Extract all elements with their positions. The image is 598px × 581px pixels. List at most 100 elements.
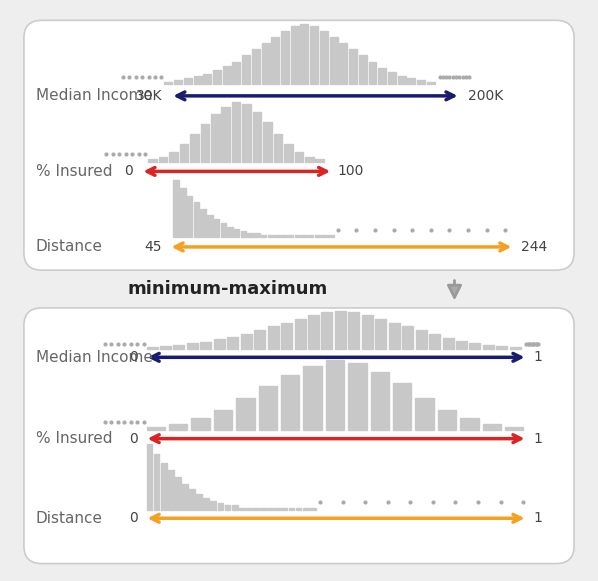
Bar	[190, 134, 199, 162]
Bar	[416, 398, 434, 430]
FancyBboxPatch shape	[24, 20, 574, 270]
Bar	[469, 343, 480, 349]
Text: 30K: 30K	[136, 89, 163, 103]
Bar	[221, 223, 226, 237]
Text: 0: 0	[124, 164, 133, 178]
Bar	[438, 410, 456, 430]
Bar	[263, 121, 272, 162]
Bar	[274, 134, 282, 162]
Bar	[271, 37, 279, 84]
Bar	[417, 80, 425, 84]
Bar	[460, 418, 478, 430]
Text: 45: 45	[144, 240, 161, 254]
Bar	[148, 159, 157, 162]
Bar	[211, 114, 219, 162]
Bar	[376, 318, 386, 349]
Bar	[184, 78, 192, 84]
Bar	[348, 312, 359, 349]
Bar	[154, 454, 160, 510]
Bar	[349, 49, 357, 84]
Bar	[483, 345, 494, 349]
Bar	[207, 215, 212, 237]
Text: minimum-maximum: minimum-maximum	[127, 280, 327, 297]
Bar	[164, 82, 172, 84]
Bar	[300, 24, 309, 84]
Bar	[295, 508, 301, 510]
Bar	[402, 327, 413, 349]
FancyBboxPatch shape	[24, 308, 574, 564]
Bar	[320, 31, 328, 84]
Bar	[240, 334, 252, 349]
Bar	[173, 180, 179, 237]
Bar	[232, 505, 237, 510]
Bar	[316, 159, 324, 162]
Bar	[168, 470, 173, 510]
Bar	[348, 363, 367, 430]
Bar	[362, 315, 373, 349]
Bar	[147, 427, 165, 430]
Text: 1: 1	[533, 350, 542, 364]
Bar	[213, 410, 232, 430]
Bar	[301, 235, 307, 237]
Bar	[274, 235, 280, 237]
Bar	[281, 322, 292, 349]
Text: 200K: 200K	[468, 89, 503, 103]
Bar	[389, 322, 399, 349]
Bar	[398, 76, 405, 84]
Bar	[308, 315, 319, 349]
Bar	[281, 31, 289, 84]
Bar	[407, 78, 416, 84]
Bar	[242, 55, 250, 84]
Bar	[378, 68, 386, 84]
Text: 1: 1	[533, 511, 542, 525]
Bar	[225, 505, 230, 510]
Bar	[187, 196, 193, 237]
Bar	[483, 424, 501, 430]
Text: % Insured: % Insured	[36, 431, 112, 446]
Bar	[214, 219, 219, 237]
Bar	[288, 235, 293, 237]
Text: 100: 100	[338, 164, 364, 178]
Bar	[227, 227, 233, 237]
Text: 0: 0	[129, 350, 138, 364]
Bar	[505, 427, 523, 430]
Bar	[388, 72, 396, 84]
Bar	[253, 112, 261, 162]
Bar	[187, 343, 198, 349]
Bar	[268, 235, 273, 237]
Bar	[339, 43, 347, 84]
Bar	[182, 485, 188, 510]
Bar	[496, 346, 507, 349]
Text: Distance: Distance	[36, 511, 103, 526]
Bar	[213, 70, 221, 84]
Bar	[194, 202, 199, 237]
Bar	[158, 156, 167, 162]
Bar	[169, 152, 178, 162]
Bar	[308, 235, 313, 237]
Bar	[322, 235, 327, 237]
Bar	[509, 347, 521, 349]
Bar	[239, 508, 245, 510]
Bar	[261, 235, 266, 237]
Bar	[253, 508, 259, 510]
Bar	[196, 494, 202, 510]
Bar	[322, 312, 332, 349]
Bar	[443, 338, 453, 349]
Bar	[329, 37, 338, 84]
Bar	[147, 444, 152, 510]
Bar	[227, 337, 238, 349]
Bar	[246, 508, 252, 510]
Bar	[335, 311, 346, 349]
Bar	[147, 347, 157, 349]
Bar	[189, 489, 195, 510]
Bar	[242, 104, 251, 162]
Bar	[303, 508, 309, 510]
Bar	[200, 124, 209, 162]
Text: 0: 0	[129, 511, 138, 525]
Bar	[260, 508, 266, 510]
Bar	[254, 331, 265, 349]
Bar	[248, 233, 253, 237]
Bar	[328, 235, 334, 237]
Bar	[295, 152, 303, 162]
Bar	[303, 366, 322, 430]
